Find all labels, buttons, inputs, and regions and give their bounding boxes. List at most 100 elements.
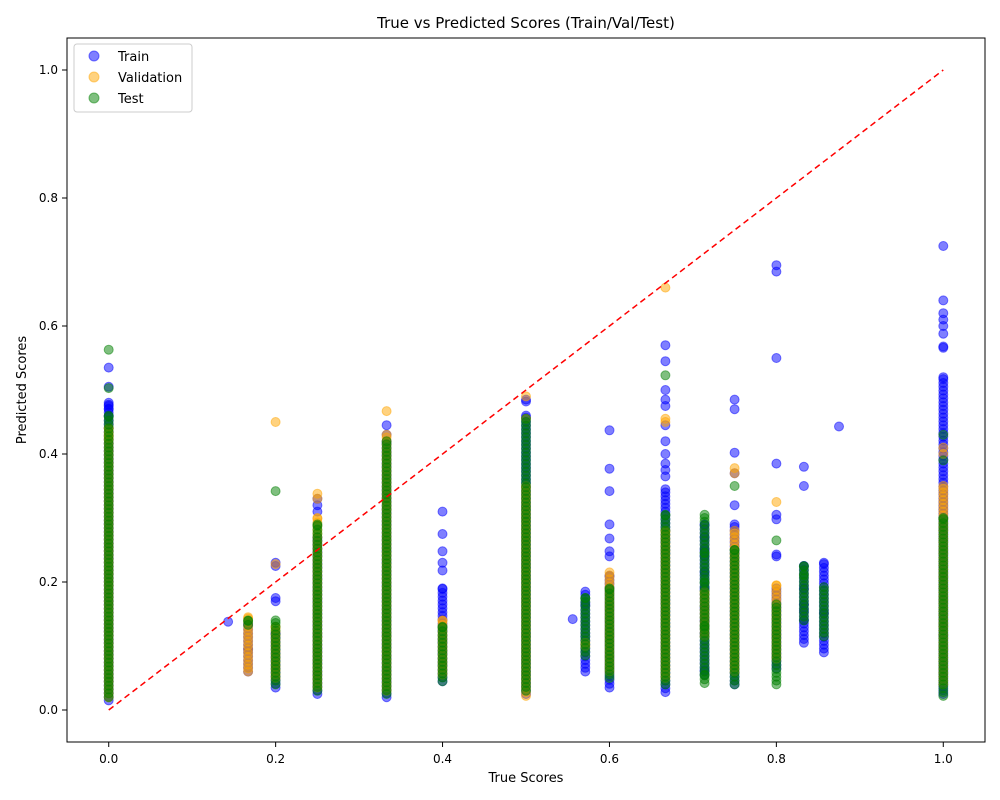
train-point xyxy=(660,436,671,447)
train-point xyxy=(437,529,448,539)
train-point xyxy=(604,425,615,436)
test-point xyxy=(771,535,782,546)
test-point xyxy=(270,615,281,626)
validation-point xyxy=(660,282,671,293)
chart-title: True vs Predicted Scores (Train/Val/Test… xyxy=(376,14,675,32)
train-point xyxy=(437,565,448,576)
x-tick-label: 0.0 xyxy=(99,752,118,766)
train-point xyxy=(604,463,615,474)
test-point xyxy=(798,561,809,571)
train-point xyxy=(938,241,949,251)
train-point xyxy=(771,551,782,562)
y-tick-label: 0.8 xyxy=(39,191,58,205)
train-point xyxy=(771,266,782,277)
x-tick-label: 1.0 xyxy=(934,752,953,766)
test-point xyxy=(103,344,114,355)
x-axis-label: True Scores xyxy=(488,771,564,786)
test-point xyxy=(938,429,949,440)
test-point xyxy=(729,545,740,555)
y-tick-label: 0.2 xyxy=(39,575,58,589)
legend-label-validation: Validation xyxy=(118,71,182,86)
train-point xyxy=(660,449,671,459)
train-point xyxy=(604,533,615,544)
validation-point xyxy=(938,481,949,491)
train-point xyxy=(938,328,949,339)
validation-point xyxy=(312,493,323,504)
validation-point xyxy=(270,417,281,427)
test-point xyxy=(521,413,531,424)
train-point xyxy=(798,461,809,472)
train-point xyxy=(660,484,671,495)
validation-point xyxy=(604,567,615,578)
train-point xyxy=(381,420,392,431)
train-point xyxy=(437,506,448,517)
train-point xyxy=(729,447,740,458)
legend-box xyxy=(73,43,193,113)
validation-point xyxy=(729,468,740,479)
train-point xyxy=(660,356,671,367)
test-point xyxy=(312,519,323,530)
points-layer xyxy=(103,241,949,706)
train-point xyxy=(660,340,671,351)
validation-point xyxy=(381,406,392,417)
validation-point xyxy=(270,559,281,570)
train-point xyxy=(660,401,671,411)
x-tick-label: 0.4 xyxy=(433,752,452,766)
legend-marker-test xyxy=(88,92,100,104)
y-tick-label: 0.6 xyxy=(39,319,58,333)
validation-point xyxy=(521,391,531,402)
y-axis-label: Predicted Scores xyxy=(15,336,30,445)
test-point xyxy=(660,509,671,520)
train-point xyxy=(437,583,448,594)
legend-label-test: Test xyxy=(117,92,144,107)
train-point xyxy=(798,481,809,491)
test-point xyxy=(771,599,782,610)
train-point xyxy=(771,353,782,363)
train-point xyxy=(938,342,949,353)
test-point xyxy=(699,548,710,559)
train-point xyxy=(771,514,782,525)
train-point xyxy=(604,519,615,530)
legend-marker-validation xyxy=(88,71,100,83)
train-point xyxy=(818,557,829,568)
train-point xyxy=(660,471,671,482)
test-point xyxy=(103,383,114,394)
test-point xyxy=(938,513,949,523)
train-point xyxy=(938,372,949,383)
legend: Train Validation Test xyxy=(73,43,193,113)
test-point xyxy=(798,570,809,581)
validation-point xyxy=(771,580,782,591)
test-point xyxy=(818,582,829,593)
train-point xyxy=(938,295,949,306)
test-point xyxy=(699,509,710,520)
train-point xyxy=(604,551,615,562)
test-point xyxy=(699,577,710,587)
validation-point xyxy=(243,666,254,677)
train-point xyxy=(270,596,281,607)
test-point xyxy=(660,370,671,381)
y-tick-label: 1.0 xyxy=(39,63,58,77)
legend-label-train: Train xyxy=(117,50,149,65)
train-point xyxy=(771,458,782,469)
test-point xyxy=(699,621,710,632)
train-point xyxy=(729,394,740,405)
test-point xyxy=(699,669,710,680)
train-point xyxy=(729,404,740,415)
test-point xyxy=(243,615,254,626)
x-tick-label: 0.6 xyxy=(600,752,619,766)
test-point xyxy=(270,486,281,497)
axes-frame xyxy=(66,37,986,743)
y-tick-label: 0.4 xyxy=(39,447,58,461)
validation-point xyxy=(771,497,782,507)
train-point xyxy=(437,546,448,557)
train-point xyxy=(660,385,671,395)
legend-marker-train xyxy=(88,50,100,62)
test-point xyxy=(938,455,949,466)
x-tick-label: 0.2 xyxy=(266,752,285,766)
train-point xyxy=(729,500,740,511)
train-point xyxy=(567,614,578,625)
train-point xyxy=(604,486,615,497)
test-point xyxy=(604,583,615,594)
